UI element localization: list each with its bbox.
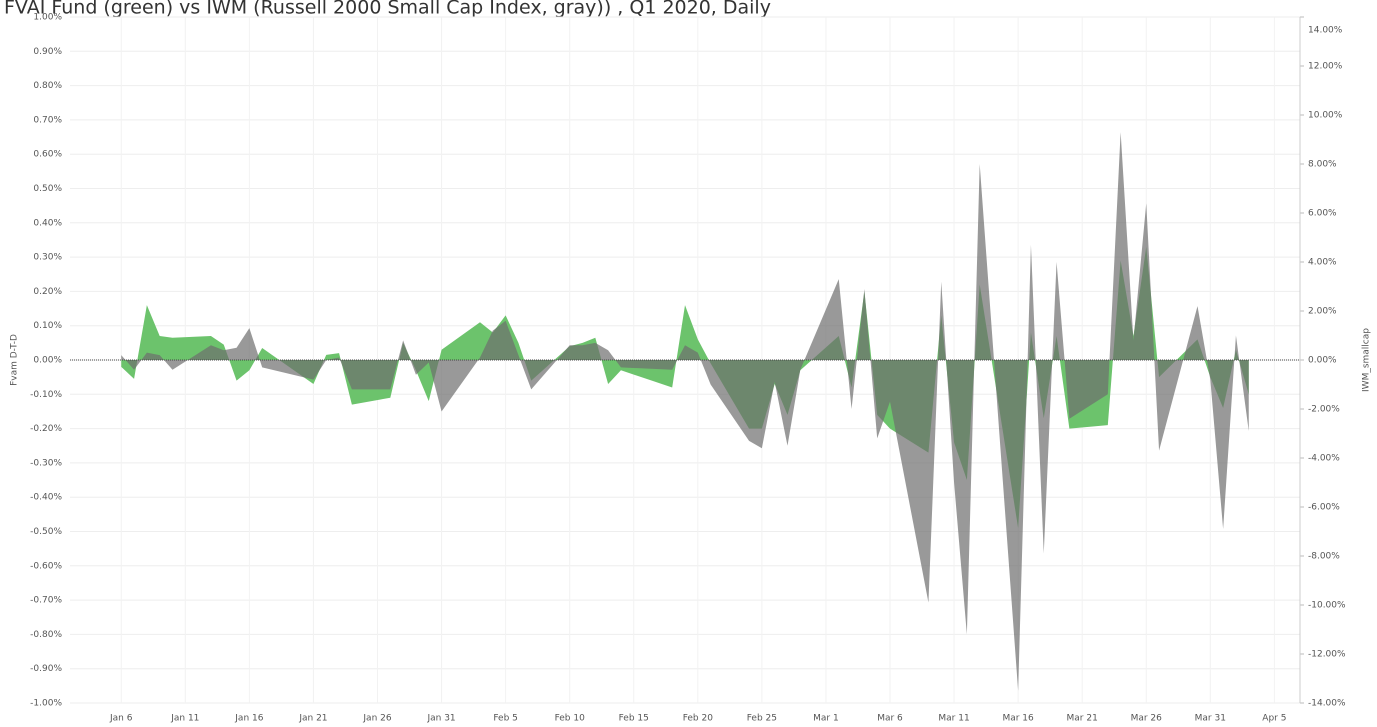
y2-tick-label: 2.00% xyxy=(1308,307,1337,317)
y-tick-label: 0.30% xyxy=(33,253,62,263)
x-tick-label: Apr 5 xyxy=(1262,714,1286,724)
x-tick-label: Jan 16 xyxy=(234,714,263,724)
chart-title: FVAI Fund (green) vs IWM (Russell 2000 S… xyxy=(4,0,771,19)
y2-tick-label: 6.00% xyxy=(1308,209,1337,219)
y-tick-label: 0.20% xyxy=(33,287,62,297)
grid xyxy=(70,16,1300,704)
y-tick-label: -0.90% xyxy=(30,664,62,674)
y-tick-label: -1.00% xyxy=(30,699,62,709)
y2-tick-label: -12.00% xyxy=(1308,650,1346,660)
x-tick-label: Feb 25 xyxy=(747,714,777,724)
y-tick-label: -0.40% xyxy=(30,493,62,503)
x-tick-label: Mar 26 xyxy=(1131,714,1163,724)
x-tick-label: Mar 11 xyxy=(938,714,969,724)
y-tick-label: -0.70% xyxy=(30,596,62,606)
y-tick-label: 1.00% xyxy=(33,13,62,23)
x-tick-label: Mar 1 xyxy=(813,714,839,724)
area xyxy=(121,132,1249,691)
y-tick-label: 0.90% xyxy=(33,47,62,57)
y2-axis-label: IWM_smallcap xyxy=(1362,328,1372,392)
x-tick-label: Mar 31 xyxy=(1195,714,1226,724)
y-tick-label: -0.20% xyxy=(30,424,62,434)
y2-tick-label: -14.00% xyxy=(1308,699,1346,709)
y-axis-label: Fvam D-T-D xyxy=(10,334,20,386)
x-tick-label: Jan 6 xyxy=(109,714,133,724)
x-tick-label: Jan 21 xyxy=(298,714,327,724)
x-tick-label: Feb 10 xyxy=(555,714,586,724)
y-tick-label: 0.40% xyxy=(33,218,62,228)
y2-tick-label: 14.00% xyxy=(1308,26,1343,36)
y2-tick-label: -4.00% xyxy=(1308,454,1340,464)
y2-tick-label: -8.00% xyxy=(1308,552,1340,562)
x-tick-label: Mar 6 xyxy=(877,714,903,724)
x-tick-label: Feb 20 xyxy=(683,714,714,724)
y-tick-label: 0.00% xyxy=(33,356,62,366)
x-tick-label: Jan 26 xyxy=(362,714,391,724)
x-tick-label: Feb 15 xyxy=(619,714,649,724)
x-tick-label: Mar 21 xyxy=(1067,714,1098,724)
y-tick-label: -0.10% xyxy=(30,390,62,400)
y2-tick-label: 8.00% xyxy=(1308,160,1337,170)
y-tick-label: -0.80% xyxy=(30,630,62,640)
y-tick-label: -0.30% xyxy=(30,458,62,468)
x-tick-label: Jan 31 xyxy=(426,714,455,724)
x-tick-label: Jan 11 xyxy=(170,714,199,724)
y-tick-label: 0.50% xyxy=(33,184,62,194)
x-tick-label: Mar 16 xyxy=(1002,714,1034,724)
y-tick-label: 0.60% xyxy=(33,150,62,160)
y-tick-label: 0.70% xyxy=(33,115,62,125)
y-tick-label: -0.50% xyxy=(30,527,62,537)
y-tick-label: 0.80% xyxy=(33,81,62,91)
y2-tick-label: 4.00% xyxy=(1308,258,1337,268)
y2-tick-label: 10.00% xyxy=(1308,111,1343,121)
x-tick-label: Feb 5 xyxy=(493,714,518,724)
y2-tick-label: 0.00% xyxy=(1308,356,1337,366)
y2-tick-label: -10.00% xyxy=(1308,601,1346,611)
y-tick-label: -0.60% xyxy=(30,561,62,571)
y2-tick-label: 12.00% xyxy=(1308,62,1343,72)
y-tick-label: 0.10% xyxy=(33,321,62,331)
y2-tick-label: -2.00% xyxy=(1308,405,1340,415)
y2-tick-label: -6.00% xyxy=(1308,503,1340,513)
